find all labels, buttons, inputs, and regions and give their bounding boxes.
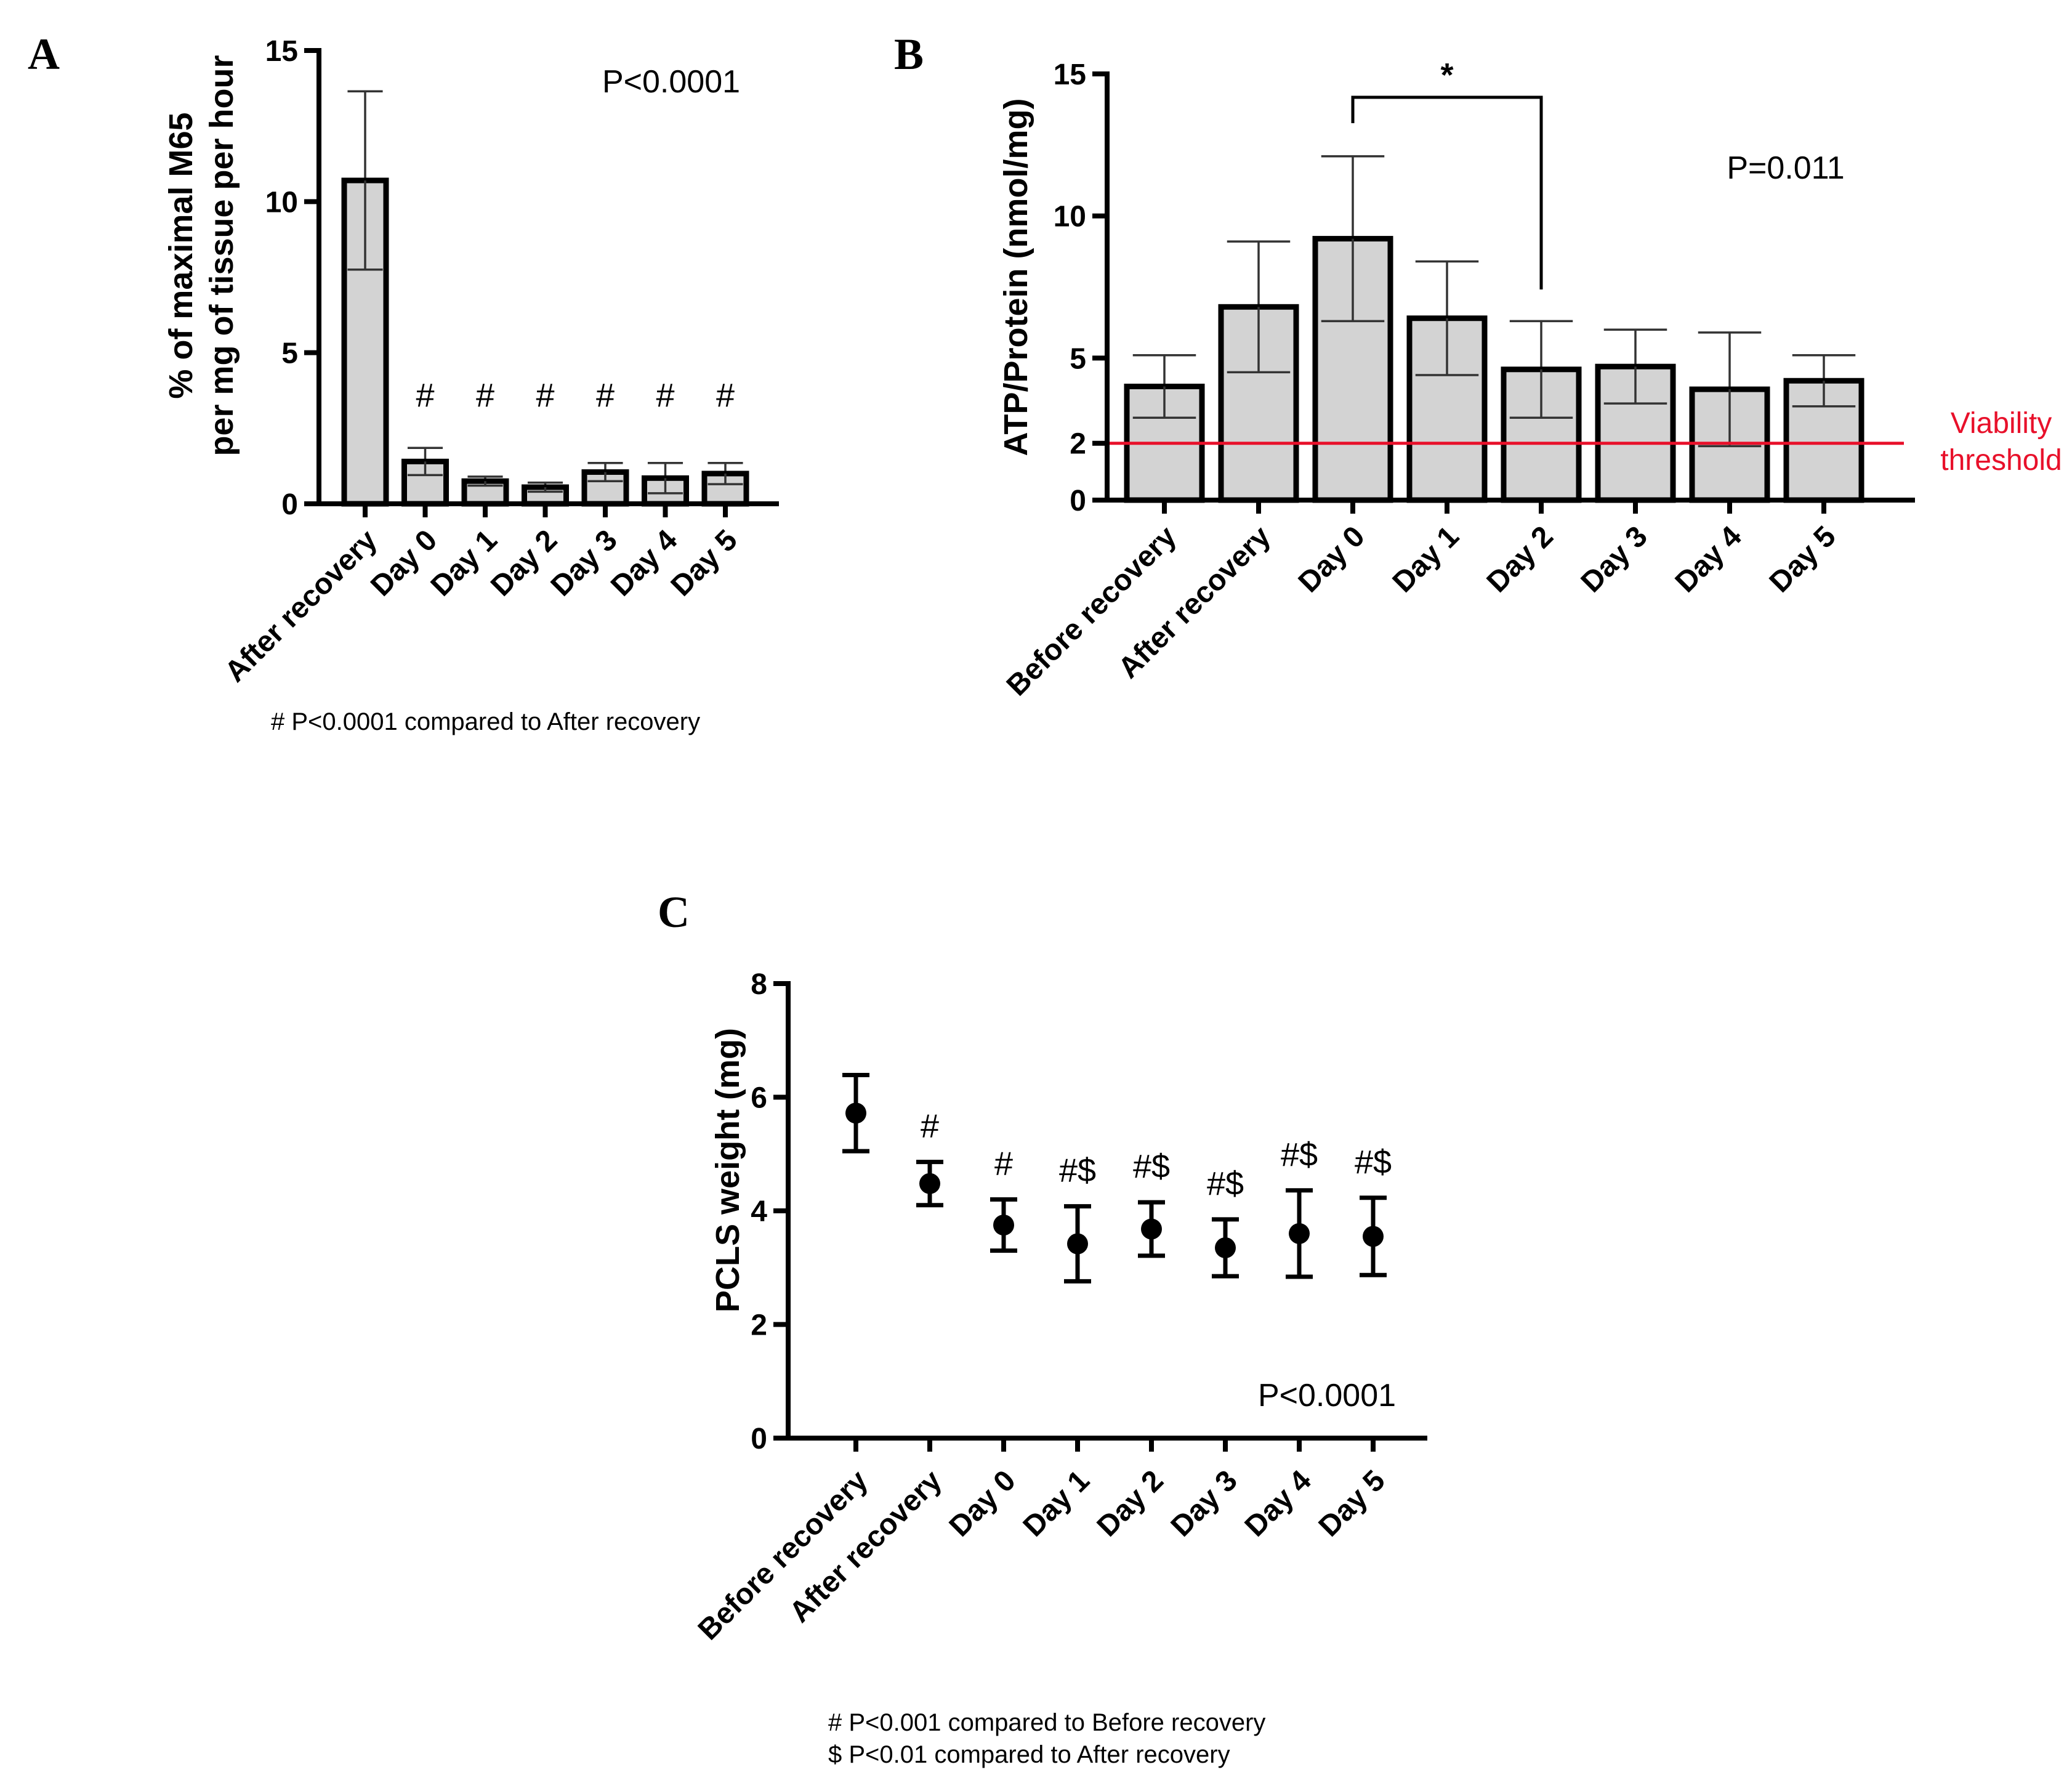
panel-b-y-tick-label: 0	[1070, 485, 1086, 517]
panel-a-x-tick-label: Day 4	[605, 524, 683, 602]
panel-c-y-tick-label: 6	[751, 1082, 767, 1115]
panel-a-significance-mark: #	[596, 377, 615, 414]
panel-c-significance-mark: #	[921, 1108, 939, 1145]
panel-a-x-tick-label: Day 5	[665, 524, 744, 602]
panel-a-y-axis-label-line-1: % of maximal M65	[163, 112, 200, 398]
panel-a-footnote: # P<0.0001 compared to After recovery	[271, 708, 700, 735]
panel-b-y-tick-label: 5	[1070, 342, 1086, 375]
panel-a-significance-mark: #	[416, 377, 434, 414]
panel-c-significance-mark: #$	[1281, 1136, 1318, 1173]
panel-c-data-point	[1215, 1237, 1236, 1258]
panel-b-label: B	[894, 30, 924, 79]
panel-a-significance-mark: #	[716, 377, 735, 414]
panel-c-x-tick-label: Day 3	[1165, 1464, 1244, 1543]
panel-b-x-tick-label: Day 0	[1292, 520, 1371, 599]
panel-b-x-tick-label: Before recovery	[1001, 520, 1183, 702]
panel-c-x-tick-label: Day 1	[1017, 1464, 1096, 1543]
panel-c-data-point	[919, 1173, 940, 1194]
panel-b-p-value: P=0.011	[1727, 150, 1844, 186]
panel-b-x-tick-label: Day 3	[1575, 520, 1654, 599]
panel-c: C PCLS weight (mg) P<0.0001 # P<0.001 co…	[658, 887, 1427, 1768]
panel-c-significance-mark: #$	[1207, 1165, 1244, 1202]
panel-c-y-tick-label: 4	[751, 1195, 767, 1228]
panel-b-y-tick-label: 2	[1070, 428, 1086, 461]
threshold-label-line-2: threshold	[1940, 444, 2062, 477]
panel-c-label: C	[658, 887, 690, 937]
panel-c-significance-mark: #$	[1355, 1144, 1392, 1181]
panel-a-significance-mark: #	[476, 377, 494, 414]
panel-a-x-tick-label: Day 2	[485, 524, 563, 602]
panel-c-y-tick-label: 2	[751, 1309, 767, 1342]
panel-a-significance-mark: #	[536, 377, 554, 414]
panel-b-x-tick-label: Day 4	[1669, 520, 1748, 599]
panel-a-significance-mark: #	[656, 377, 674, 414]
panel-a: A % of maximal M65 per mg of tissue per …	[28, 30, 779, 735]
panel-c-y-tick-label: 8	[751, 968, 767, 1001]
panel-b: B ATP/Protein (nmol/mg) P=0.011 Viabilit…	[894, 30, 2062, 702]
panel-b-y-tick-label: 15	[1054, 59, 1086, 91]
panel-c-significance-mark: #$	[1059, 1152, 1096, 1189]
panel-c-p-value: P<0.0001	[1258, 1378, 1396, 1413]
panel-c-data-point	[845, 1102, 866, 1124]
significance-bracket	[1351, 95, 1543, 289]
panel-a-x-tick-label: After recovery	[219, 524, 384, 689]
panel-c-y-tick-label: 0	[751, 1423, 767, 1455]
panel-c-significance-mark: #$	[1133, 1148, 1170, 1185]
panel-a-y-tick-label: 5	[281, 338, 298, 370]
panel-c-x-tick-label: Day 4	[1239, 1464, 1318, 1543]
panel-c-data-point	[993, 1215, 1014, 1236]
panel-c-y-axis-label: PCLS weight (mg)	[709, 1028, 746, 1312]
panel-a-y-tick-label: 10	[265, 186, 298, 219]
panel-c-data-point	[1363, 1226, 1384, 1247]
panel-c-data-point	[1289, 1223, 1310, 1244]
panel-b-x-tick-label: Day 1	[1387, 520, 1465, 599]
panel-c-footnote-2: $ P<0.01 compared to After recovery	[828, 1741, 1230, 1768]
panel-c-data-point	[1141, 1218, 1162, 1240]
panel-b-y-tick-label: 10	[1054, 201, 1086, 233]
panel-a-x-tick-label: Day 1	[425, 524, 504, 602]
panel-b-x-tick-label: Day 5	[1764, 520, 1842, 599]
panel-c-x-tick-label: Day 0	[943, 1464, 1022, 1543]
threshold-label-line-1: Viability	[1951, 407, 2052, 440]
panel-a-y-tick-label: 15	[265, 35, 298, 68]
significance-star: *	[1440, 57, 1453, 94]
panel-a-y-axis-label-line-2: per mg of tissue per hour	[203, 55, 240, 456]
panel-c-data-point	[1067, 1233, 1088, 1255]
panel-c-footnote-1: # P<0.001 compared to Before recovery	[828, 1709, 1265, 1736]
panel-c-x-tick-label: Day 5	[1313, 1464, 1392, 1543]
panel-c-x-tick-label: Day 2	[1091, 1464, 1170, 1543]
panel-b-y-axis-label: ATP/Protein (nmol/mg)	[998, 99, 1034, 456]
panel-a-p-value: P<0.0001	[602, 64, 740, 100]
panel-a-x-tick-label: Day 3	[545, 524, 624, 602]
panel-c-significance-mark: #	[994, 1146, 1013, 1183]
panel-a-x-tick-label: Day 0	[365, 524, 443, 602]
panel-a-label: A	[28, 30, 60, 79]
panel-a-y-tick-label: 0	[281, 488, 298, 521]
panel-b-x-tick-label: Day 2	[1481, 520, 1560, 599]
